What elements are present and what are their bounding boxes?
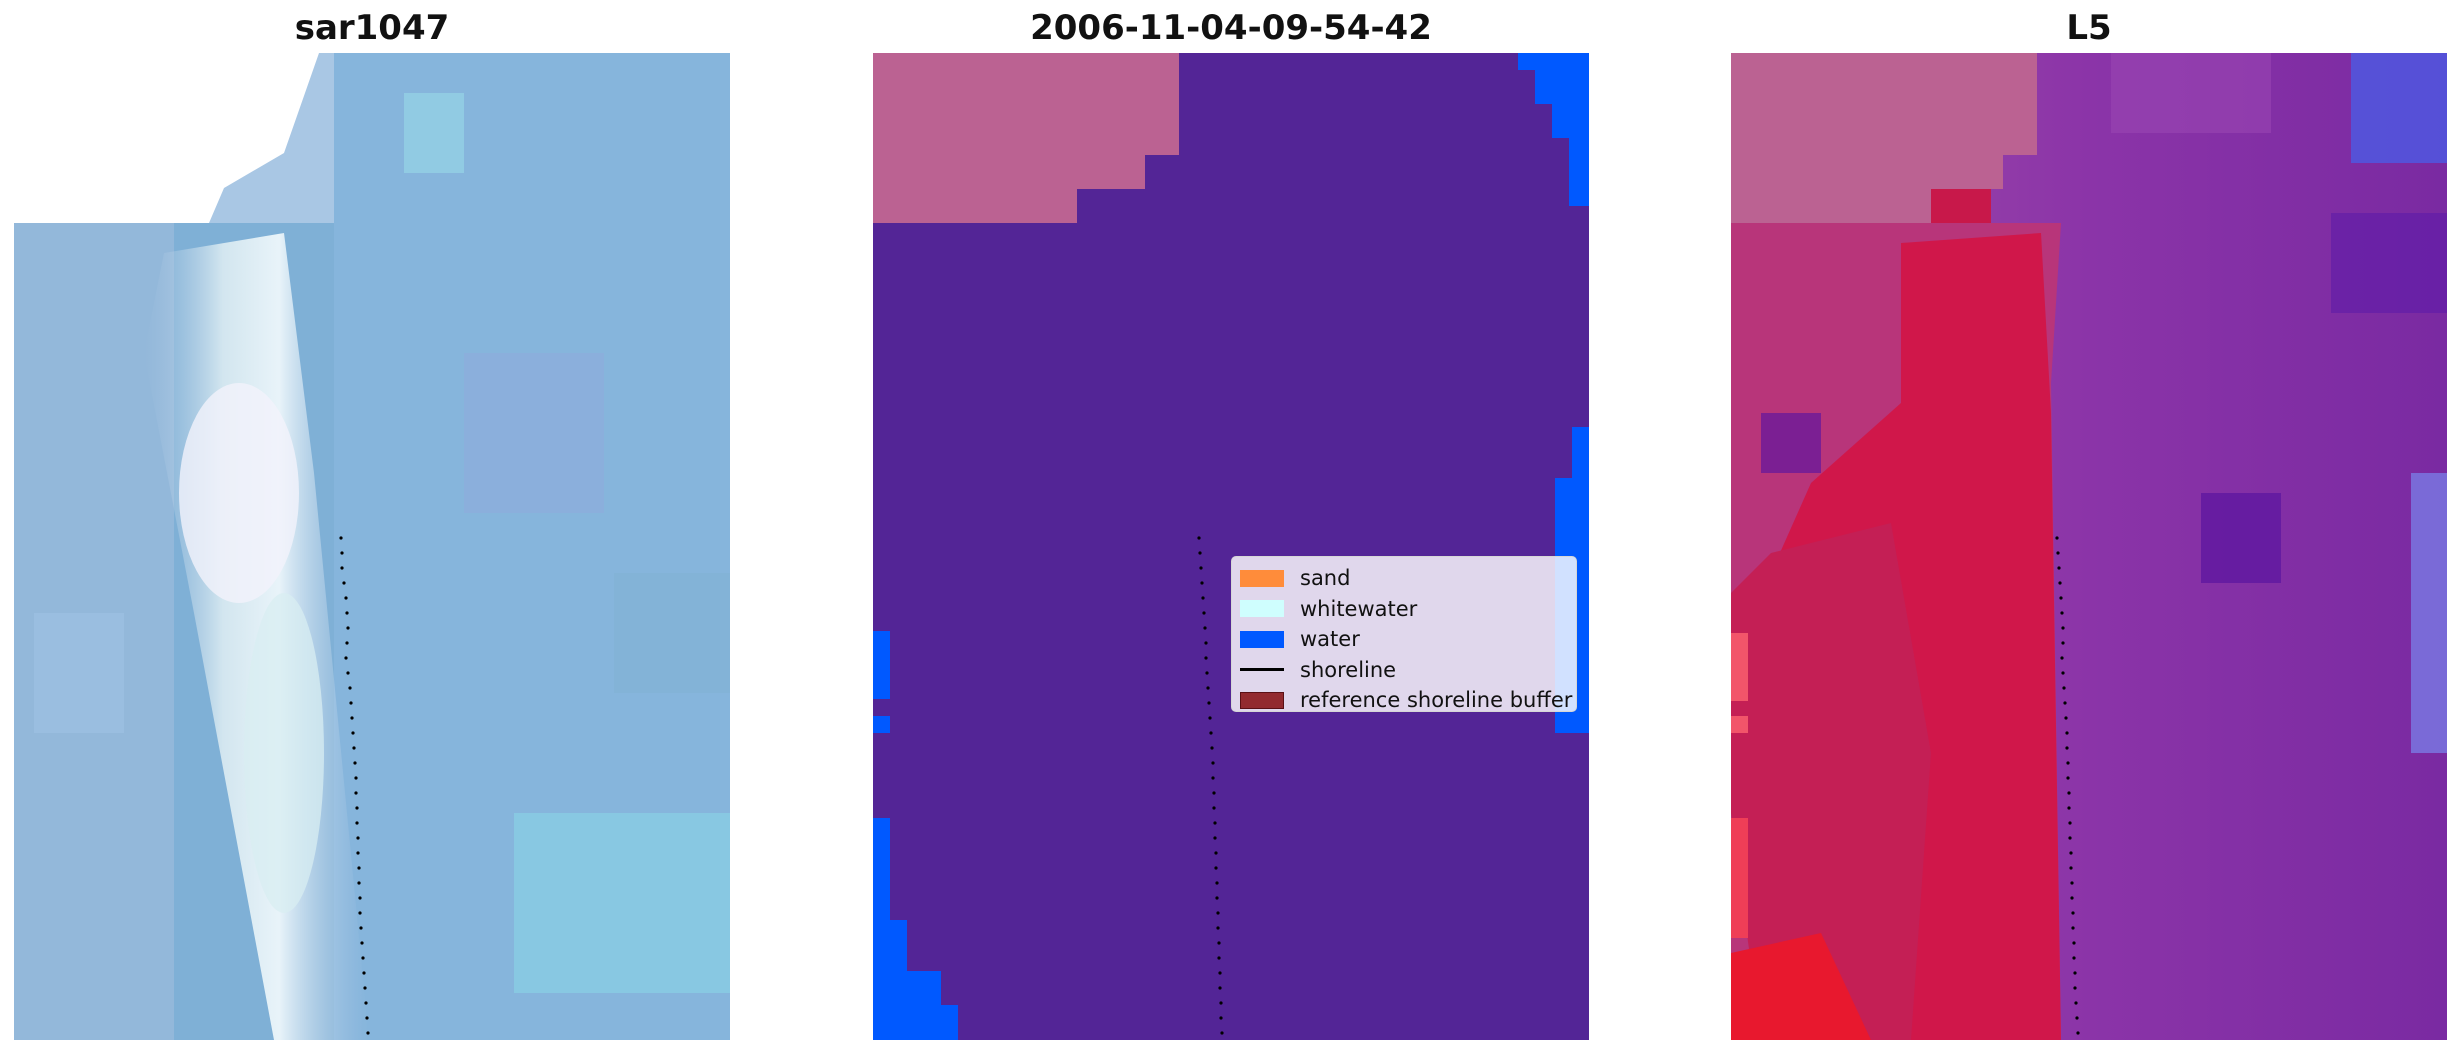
rgb-image-panel: [14, 53, 730, 1040]
legend: sand whitewater water shoreline referenc…: [1231, 556, 1577, 712]
legend-item-reference-buffer: reference shoreline buffer: [1240, 685, 1572, 716]
legend-label-water: water: [1300, 627, 1360, 652]
whitewater-swatch: [1240, 600, 1284, 618]
index-image: [1731, 53, 2447, 1040]
legend-item-whitewater: whitewater: [1240, 594, 1566, 625]
water-swatch: [1240, 630, 1284, 648]
legend-label-sand: sand: [1300, 566, 1351, 591]
index-shoreline-points: [2055, 536, 2080, 1035]
legend-item-shoreline: shoreline: [1240, 655, 1566, 686]
legend-item-water: water: [1240, 624, 1566, 655]
classification-shoreline-points: [1197, 536, 1224, 1035]
classification-map: [873, 53, 1589, 1040]
legend-label-whitewater: whitewater: [1300, 596, 1418, 621]
panel-title-middle: 2006-11-04-09-54-42: [1030, 8, 1432, 48]
legend-item-sand: sand: [1240, 563, 1566, 594]
legend-label-reference-buffer: reference shoreline buffer: [1300, 688, 1573, 713]
sand-swatch: [1240, 569, 1284, 587]
rgb-shoreline-points: [339, 536, 370, 1035]
shoreline-line-sample: [1240, 668, 1284, 672]
panel-title-left: sar1047: [294, 8, 450, 48]
index-image-panel: [1731, 53, 2447, 1040]
rgb-image: [14, 53, 730, 1040]
reference-buffer-swatch: [1240, 691, 1284, 709]
panel-title-right: L5: [2066, 8, 2112, 48]
classification-panel: [873, 53, 1589, 1040]
legend-label-shoreline: shoreline: [1300, 657, 1397, 682]
